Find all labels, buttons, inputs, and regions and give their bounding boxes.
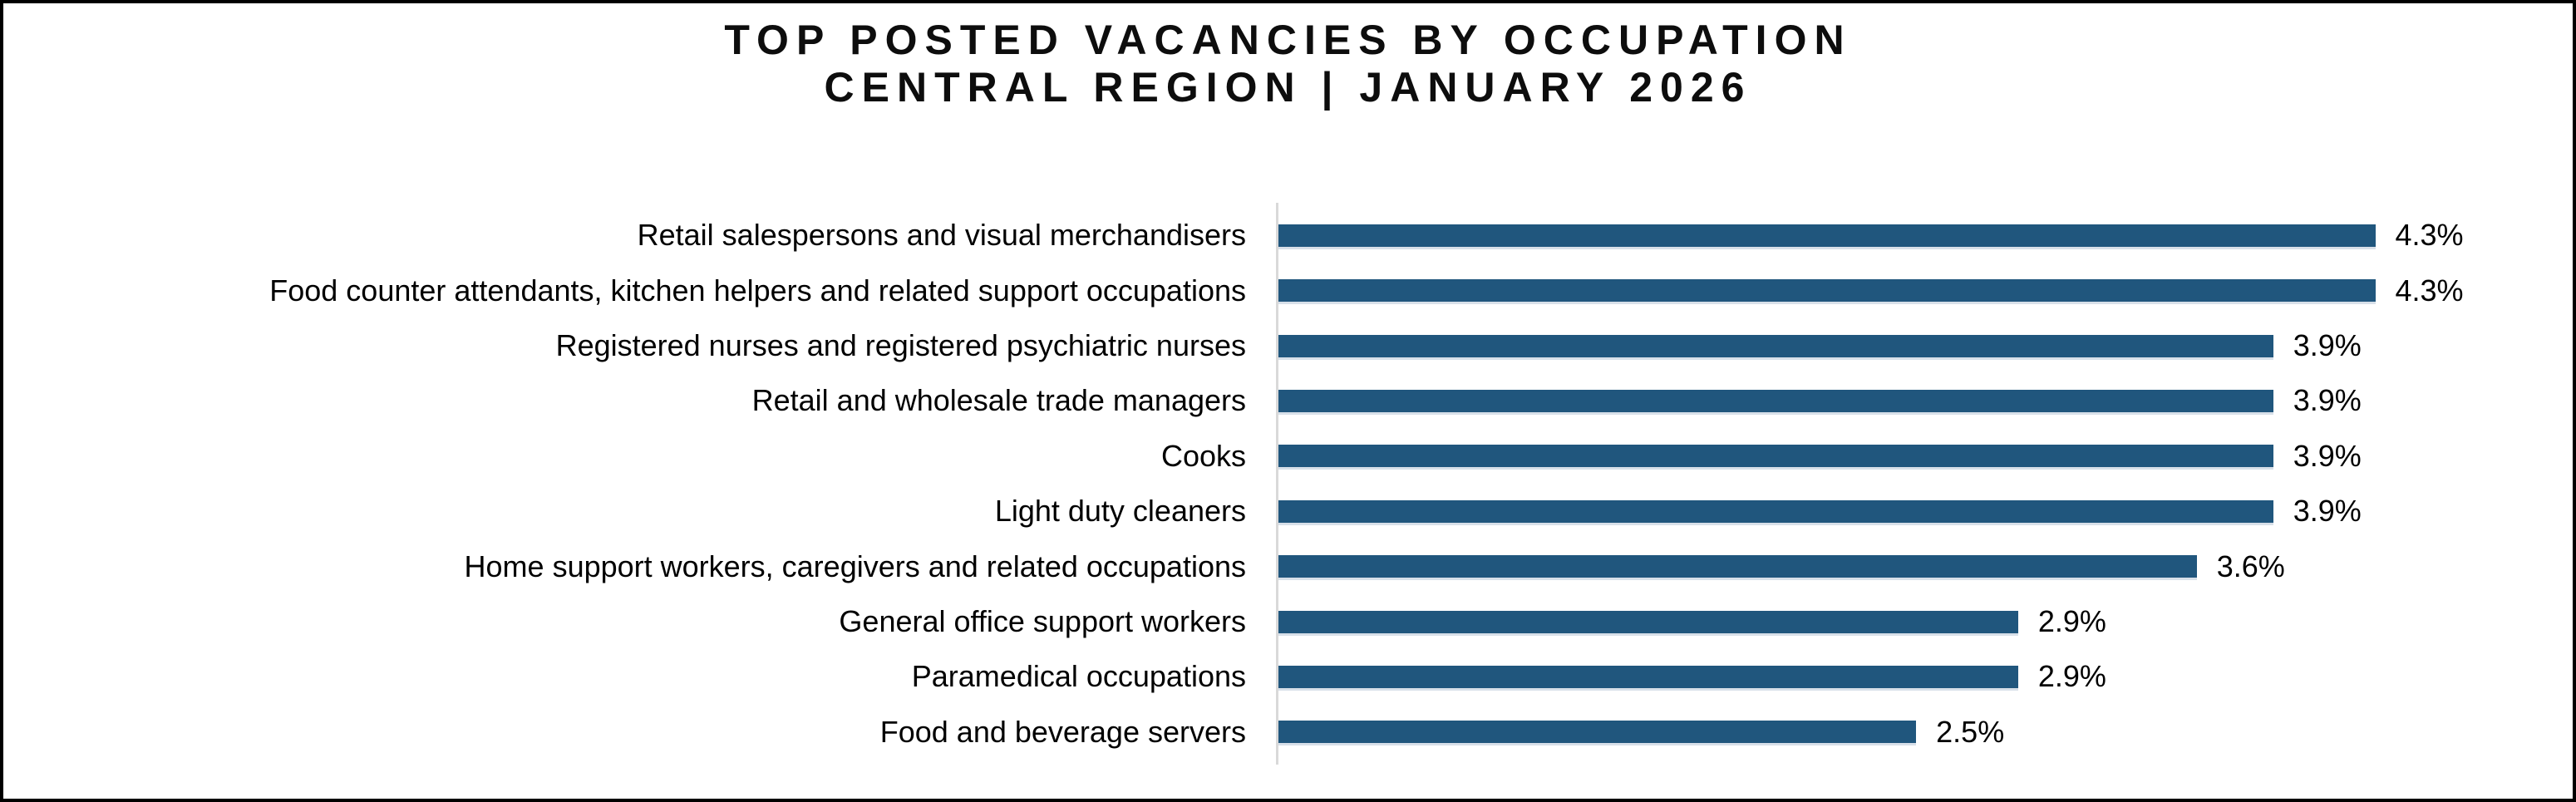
- value-label: 3.9%: [2293, 494, 2362, 529]
- chart-title-line1: TOP POSTED VACANCIES BY OCCUPATION: [724, 17, 1852, 63]
- bar-row: Home support workers, caregivers and rel…: [3, 539, 2573, 593]
- value-label: 3.9%: [2293, 438, 2362, 473]
- plot-cell: 3.9%: [1276, 484, 2573, 539]
- value-label: 2.9%: [2037, 604, 2106, 639]
- plot-cell: 3.9%: [1276, 429, 2573, 484]
- y-axis-line: [1276, 203, 1278, 765]
- bar: [1278, 610, 2018, 633]
- plot-cell: 2.9%: [1276, 649, 2573, 704]
- bar: [1278, 279, 2376, 303]
- plot-cell: 4.3%: [1276, 263, 2573, 317]
- category-label: General office support workers: [839, 604, 1246, 639]
- category-label: Registered nurses and registered psychia…: [555, 328, 1246, 363]
- category-label: Retail and wholesale trade managers: [751, 383, 1246, 418]
- plot-cell: 3.9%: [1276, 373, 2573, 428]
- category-label: Food and beverage servers: [879, 714, 1246, 749]
- bar: [1278, 555, 2197, 578]
- value-label: 2.9%: [2037, 659, 2106, 694]
- chart-title: TOP POSTED VACANCIES BY OCCUPATION CENTR…: [3, 17, 2573, 111]
- bar-row: Paramedical occupations 2.9%: [3, 649, 2573, 704]
- category-label: Home support workers, caregivers and rel…: [464, 549, 1246, 583]
- bar-row: Retail salespersons and visual merchandi…: [3, 208, 2573, 263]
- plot-cell: 2.9%: [1276, 594, 2573, 649]
- plot-cell: 3.6%: [1276, 539, 2573, 593]
- bar: [1278, 389, 2273, 412]
- bar: [1278, 224, 2376, 247]
- bar: [1278, 334, 2273, 357]
- value-label: 3.9%: [2293, 383, 2362, 418]
- bar-row: Light duty cleaners 3.9%: [3, 484, 2573, 539]
- value-label: 3.6%: [2216, 549, 2285, 583]
- bar-row: General office support workers 2.9%: [3, 594, 2573, 649]
- plot-cell: 4.3%: [1276, 208, 2573, 263]
- value-label: 4.3%: [2395, 273, 2464, 308]
- plot-cell: 2.5%: [1276, 705, 2573, 760]
- plot-cell: 3.9%: [1276, 318, 2573, 373]
- bar: [1278, 499, 2273, 523]
- bar-row: Registered nurses and registered psychia…: [3, 318, 2573, 373]
- chart-title-line2: CENTRAL REGION | JANUARY 2026: [824, 64, 1752, 111]
- bar-row: Retail and wholesale trade managers 3.9%: [3, 373, 2573, 428]
- value-label: 3.9%: [2293, 328, 2362, 363]
- bar-chart: Retail salespersons and visual merchandi…: [3, 208, 2573, 760]
- category-label: Food counter attendants, kitchen helpers…: [269, 273, 1246, 308]
- bar-row: Food and beverage servers 2.5%: [3, 705, 2573, 760]
- category-label: Cooks: [1160, 438, 1246, 473]
- category-label: Light duty cleaners: [994, 494, 1246, 529]
- bar: [1278, 445, 2273, 468]
- bar: [1278, 721, 1917, 744]
- value-label: 2.5%: [1936, 714, 2005, 749]
- category-label: Paramedical occupations: [911, 659, 1246, 694]
- bar-row: Cooks 3.9%: [3, 429, 2573, 484]
- value-label: 4.3%: [2395, 218, 2464, 253]
- bar: [1278, 665, 2018, 688]
- bar-row: Food counter attendants, kitchen helpers…: [3, 263, 2573, 317]
- category-label: Retail salespersons and visual merchandi…: [637, 218, 1246, 253]
